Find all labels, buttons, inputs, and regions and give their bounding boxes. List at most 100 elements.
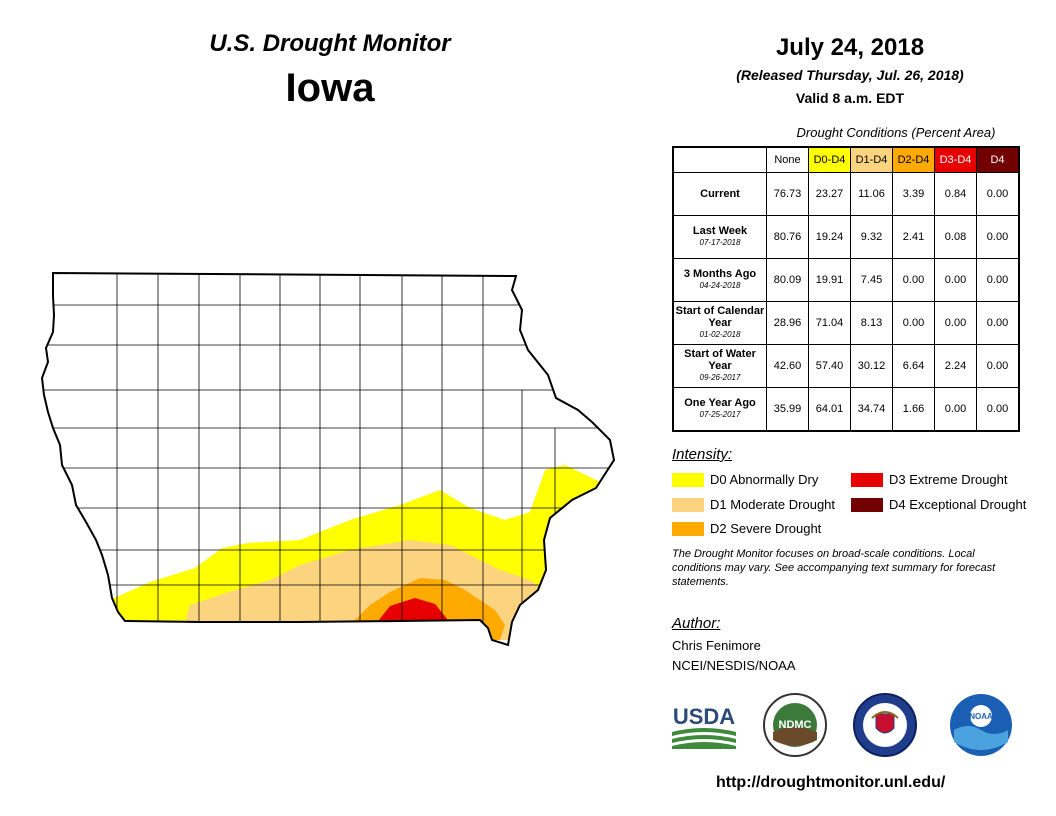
row-label: Start of Calendar Year 01-02-2018 [672,301,767,345]
table-cell: 3.39 [892,172,935,216]
state-name: Iowa [285,66,375,110]
legend-swatch-d3 [851,472,883,487]
legend-swatch-d0 [672,472,704,487]
table-cell: 23.27 [808,172,851,216]
row-label: 3 Months Ago 04-24-2018 [672,258,767,302]
table-cell: 6.64 [892,344,935,388]
table-cell: 35.99 [766,387,809,432]
author-org: NCEI/NESDIS/NOAA [672,658,796,673]
legend-title: Intensity: [672,446,733,463]
table-corner [673,147,767,173]
table-cell: 0.00 [934,387,977,432]
table-cell: 30.12 [850,344,893,388]
noaa-logo-text: NOAA [969,712,993,721]
ndmc-logo: NDMC [763,693,827,757]
table-cell: 0.00 [976,301,1020,345]
row-date: 04-24-2018 [699,281,741,290]
table-cell: 76.73 [766,172,809,216]
author-name: Chris Fenimore [672,638,761,653]
website-url[interactable]: http://droughtmonitor.unl.edu/ [716,774,946,791]
table-cell: 80.76 [766,215,809,259]
row-label: One Year Ago 07-25-2017 [672,387,767,432]
map-title: U.S. Drought Monitor [209,30,451,57]
column-header-d3-d4: D3-D4 [934,146,977,173]
legend-label-d4: D4 Exceptional Drought [889,497,1027,512]
commerce-seal-logo [853,693,917,757]
row-label-text: 3 Months Ago [683,268,757,280]
table-cell: 19.24 [808,215,851,259]
legend-label-d2: D2 Severe Drought [710,521,822,536]
table-cell: 7.45 [850,258,893,302]
table-cell: 0.00 [976,258,1020,302]
release-date: (Released Thursday, Jul. 26, 2018) [736,67,964,83]
valid-time: Valid 8 a.m. EDT [795,90,905,106]
legend-item-d4: D4 Exceptional Drought [851,497,1026,512]
row-label-text: Current [700,188,740,200]
table-cell: 0.00 [976,172,1020,216]
column-header-d4: D4 [976,146,1020,173]
usda-logo-text: USDA [673,704,735,729]
table-cell: 0.84 [934,172,977,216]
table-title: Drought Conditions (Percent Area) [796,125,996,140]
table-cell: 8.13 [850,301,893,345]
row-date: 09-26-2017 [699,373,741,382]
row-label-text: Start of Water Year [684,348,756,372]
usda-logo: USDA [672,704,736,749]
table-row: Start of Calendar Year 01-02-2018 28.96 71.… [672,301,1020,345]
legend-label-d0: D0 Abnormally Dry [710,472,819,487]
table-cell: 0.00 [892,301,935,345]
table-cell: 0.00 [934,301,977,345]
legend-swatch-d1 [672,497,704,512]
table-cell: 57.40 [808,344,851,388]
legend-item-d3: D3 Extreme Drought [851,472,1008,487]
legend-swatch-d4 [851,497,883,512]
author-title: Author: [672,615,721,632]
table-cell: 0.00 [892,258,935,302]
table-cell: 9.32 [850,215,893,259]
table-row: Last Week 07-17-2018 80.76 19.24 9.32 2.41 0.0… [672,215,1020,259]
row-label: Last Week 07-17-2018 [672,215,767,259]
row-label-text: Last Week [692,225,748,237]
row-date: 01-02-2018 [699,330,741,339]
legend-swatch-d2 [672,521,704,536]
table-cell: 0.00 [976,215,1020,259]
table-cell: 34.74 [850,387,893,432]
row-date: 07-25-2017 [699,410,741,419]
disclaimer-note: The Drought Monitor focuses on broad-sca… [672,548,996,588]
table-cell: 11.06 [850,172,893,216]
table-cell: 71.04 [808,301,851,345]
column-header-none: None [766,146,809,173]
table-cell: 64.01 [808,387,851,432]
row-date: 07-17-2018 [699,238,741,247]
map-date: July 24, 2018 [775,34,925,61]
row-label-text: Start of Calendar Year [675,305,765,329]
table-cell: 42.60 [766,344,809,388]
table-cell: 0.08 [934,215,977,259]
legend-item-d1: D1 Moderate Drought [672,497,835,512]
table-cell: 2.24 [934,344,977,388]
table-cell: 28.96 [766,301,809,345]
ndmc-logo-text: NDMC [779,719,812,731]
table-row: 3 Months Ago 04-24-2018 80.09 19.91 7.45 0.00… [672,258,1020,302]
table-row: Start of Water Year 09-26-2017 42.60 57.40 3… [672,344,1020,388]
table-cell: 0.00 [976,344,1020,388]
column-header-d0-d4: D0-D4 [808,146,851,173]
table-cell: 0.00 [976,387,1020,432]
iowa-drought-map [40,271,616,647]
table-cell: 0.00 [934,258,977,302]
row-label: Start of Water Year 09-26-2017 [672,344,767,388]
table-cell: 80.09 [766,258,809,302]
table-row: One Year Ago 07-25-2017 35.99 64.01 34.74 1.6… [672,387,1020,432]
table-cell: 2.41 [892,215,935,259]
legend-item-d2: D2 Severe Drought [672,521,821,536]
drought-stats-table: None D0-D4 D1-D4 D2-D4 D3-D4 D4 Current 76.73 2… [672,146,1020,432]
legend-label-d1: D1 Moderate Drought [710,497,836,512]
row-label-text: One Year Ago [684,397,756,409]
table-cell: 19.91 [808,258,851,302]
row-label: Current [672,172,767,216]
table-row: Current 76.73 23.27 11.06 3.39 0.84 0.00 [672,172,1020,216]
legend-label-d3: D3 Extreme Drought [889,472,1008,487]
legend-item-d0: D0 Abnormally Dry [672,472,818,487]
noaa-logo: NOAA [950,694,1012,756]
column-header-d1-d4: D1-D4 [850,146,893,173]
